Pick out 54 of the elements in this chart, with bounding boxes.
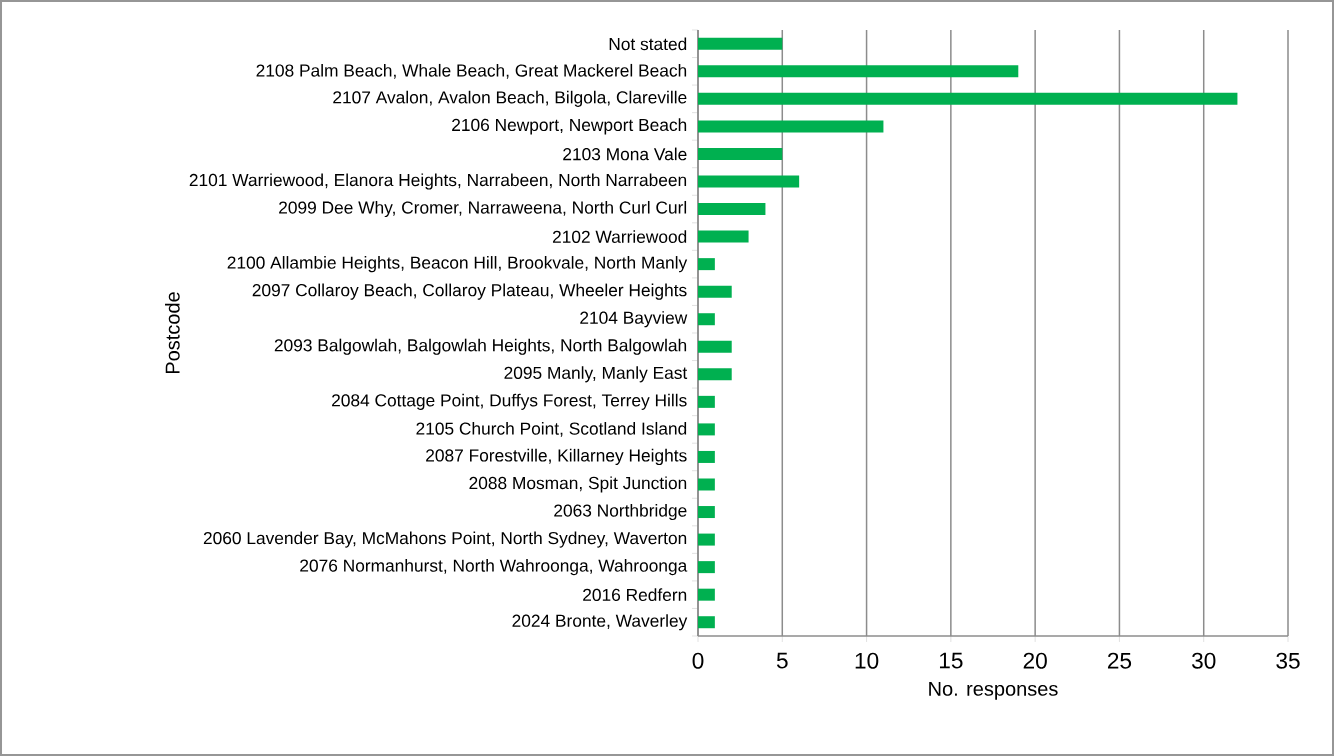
bar — [698, 92, 1238, 105]
x-tick-label: 30 — [1191, 652, 1216, 669]
y-tick-label: 2106 Newport, Newport Beach — [452, 118, 687, 135]
bar — [698, 230, 749, 243]
bar — [698, 506, 715, 519]
bar — [698, 258, 715, 271]
bar — [698, 588, 715, 601]
x-tick-label: 20 — [1023, 652, 1047, 669]
bar — [698, 368, 732, 381]
x-axis-title: No. responses — [929, 681, 1058, 700]
bar — [698, 313, 715, 326]
bar — [698, 285, 732, 298]
y-tick-label: 2060 Lavender Bay, McMahons Point, North Sydney, Waverton — [203, 531, 687, 548]
x-tick-label: 0 — [692, 652, 704, 669]
y-tick-label: 2016 Redfern — [583, 588, 687, 602]
y-tick-label: 2102 Warriewood — [552, 230, 687, 243]
y-tick-label: 2099 Dee Why, Cromer, Narraweena, North Curl Curl — [279, 200, 687, 218]
y-tick-label: 2100 Allambie Heights, Beacon Hill, Brookvale, North Manly — [227, 256, 688, 273]
bar — [698, 203, 766, 216]
bar — [698, 561, 715, 574]
bar — [698, 533, 715, 546]
bar — [698, 423, 715, 436]
y-tick-label: 2063 Northbridge — [554, 503, 687, 521]
bar — [698, 616, 715, 629]
y-axis-title: Postcode — [165, 292, 180, 374]
bar — [698, 175, 800, 188]
bar — [698, 340, 732, 353]
y-tick-label: 2105 Church Point, Scotland Island — [416, 422, 687, 437]
x-tick-label: 15 — [939, 652, 963, 669]
y-tick-label: 2103 Mona Vale — [563, 147, 687, 161]
bar — [698, 120, 884, 133]
x-tick-label: 5 — [776, 652, 788, 669]
y-tick-label: 2097 Collaroy Beach, Collaroy Plateau, Wheeler Heights — [252, 283, 687, 300]
y-tick-label: 2107 Avalon, Avalon Beach, Bilgola, Clareville — [333, 90, 687, 107]
bar — [698, 478, 715, 491]
y-tick-label: 2024 Bronte, Waverley — [512, 614, 688, 631]
x-tick-label: 25 — [1107, 652, 1132, 669]
y-tick-label: 2095 Manly, Manly East — [504, 366, 688, 383]
x-tick-label: 10 — [855, 652, 879, 669]
y-tick-label: 2093 Balgowlah, Balgowlah Heights, North Balgowlah — [274, 338, 687, 355]
bar — [698, 37, 783, 50]
bar — [698, 65, 1019, 78]
bar — [698, 395, 715, 408]
bar — [698, 147, 783, 160]
y-tick-label: 2087 Forestville, Killarney Heights — [426, 448, 687, 466]
y-tick-label: 2088 Mosman, Spit Junction — [469, 476, 687, 493]
y-tick-label: Not stated — [609, 37, 687, 51]
y-tick-label: 2104 Bayview — [580, 311, 688, 328]
x-tick-label: 35 — [1276, 652, 1300, 669]
y-tick-label: 2108 Palm Beach, Whale Beach, Great Mackerel Beach — [256, 63, 687, 79]
bar — [698, 450, 715, 463]
y-tick-label: 2076 Normanhurst, North Wahroonga, Wahroonga — [300, 559, 688, 576]
y-tick-label: 2084 Cottage Point, Duffys Forest, Terrey Hills — [332, 393, 687, 410]
y-tick-label: 2101 Warriewood, Elanora Heights, Narrabeen, North Narrabeen — [189, 173, 687, 190]
